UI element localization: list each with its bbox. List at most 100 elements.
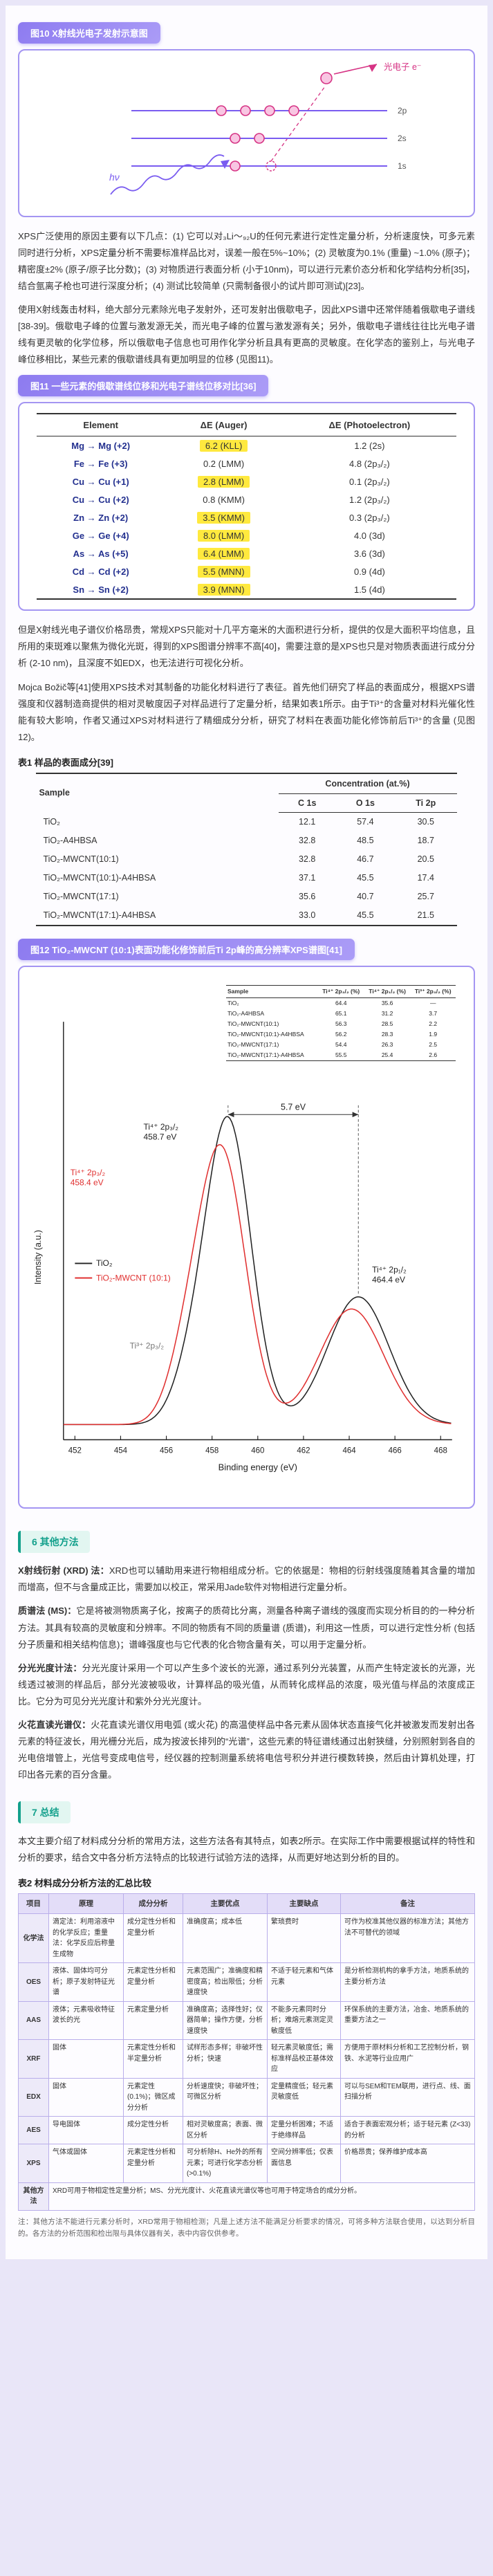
auger-shift-value: 0.2 (LMM) [203, 458, 245, 469]
method-note: 价格昂贵；保养维护成本高 [340, 2144, 475, 2183]
method-pros: 准确度高；成本低 [183, 1913, 268, 1964]
photon-label: hν [109, 172, 120, 183]
svg-text:458.7 eV: 458.7 eV [144, 1132, 177, 1141]
svg-text:Ti⁴⁺ 2p₁/₂: Ti⁴⁺ 2p₁/₂ [372, 1264, 407, 1274]
table-row: TiO₂-MWCNT(17:1)-A4HBSA 33.0 45.5 21.5 [36, 905, 457, 926]
table1-caption: 表1 样品的表面成分[39] [18, 757, 113, 768]
other-methods-row: 其他方法 XRD可用于物相定性定量分析；MS、分光光度计、火花直读光谱仪等也可用… [18, 2182, 475, 2211]
c1s-value: 33.0 [278, 905, 336, 926]
method-pros: 分析速度快；非破坏性；可微区分析 [183, 2077, 268, 2117]
svg-text:458.4 eV: 458.4 eV [71, 1177, 104, 1187]
method-note: 可以与SEM和TEM联用，进行点、线、面扫描分析 [340, 2077, 475, 2117]
methods-comparison-table: 项目 原理 成分分析 主要优点 主要缺点 备注 化学法 滴定法：利用溶液中的化学… [18, 1893, 475, 2211]
auger-shift-value: 5.5 (MNN) [197, 565, 250, 578]
table-row: TiO₂ 12.1 57.4 30.5 [36, 812, 456, 831]
method-name: 质谱法 (MS)： [18, 1606, 77, 1617]
auger-table-row: Cu → Cu (+1) 2.8 (LMM) 0.1 (2p₃/₂) [37, 472, 457, 490]
col-cons: 主要缺点 [267, 1893, 341, 1915]
photoemission-diagram: 光电子 e⁻ 2p 2s 1s hν [109, 62, 422, 195]
method-cons: 空间分辨率低；仅表面信息 [267, 2144, 341, 2183]
auger-shift-value: 0.8 (KMM) [203, 494, 245, 505]
svg-text:464.4 eV: 464.4 eV [372, 1275, 405, 1285]
method-analysis: 元素定性分析和定量分析 [123, 1962, 183, 2002]
method-principle: 固体 [48, 2077, 124, 2117]
section6-paragraphs: X射线衍射 (XRD) 法：XRD也可以辅助用来进行物相组成分析。它的依据是：物… [18, 1563, 475, 1783]
inset-row: TiO₂-MWCNT(10:1) 56.3 28.5 2.2 [227, 1020, 438, 1028]
method-name: 分光光度计法： [18, 1662, 82, 1673]
method-analysis: 元素定性分析和半定量分析 [123, 2039, 183, 2079]
method-principle: 液体、固体均可分析；原子发射特征光谱 [48, 1962, 124, 2002]
figure12-box: Intensity (a.u.) 452 454 456 458 460 462 464 466… [18, 965, 475, 1509]
method-analysis: 元素定量分析 [123, 2000, 183, 2041]
ti2p-value: 30.5 [417, 817, 434, 827]
col-o1s: O 1s [335, 793, 395, 813]
photoelectron-shift-value: 0.3 (2p₃/₂) [349, 512, 390, 523]
auger-shift-value: 6.2 (KLL) [199, 439, 248, 452]
method-principle: 滴定法：利用溶液中的化学反应；重量法：化学反应后称量生成物 [48, 1913, 124, 1964]
auger-shift-value: 3.5 (KMM) [197, 511, 250, 524]
col-element: Element [36, 413, 165, 437]
svg-text:TiO₂-MWCNT (10:1): TiO₂-MWCNT (10:1) [96, 1273, 171, 1282]
o1s-value: 40.7 [357, 892, 374, 902]
inset-row: TiO₂ 64.4 35.6 — [227, 1000, 436, 1007]
method-analysis: 元素定性分析和定量分析 [123, 2144, 183, 2183]
figure11-caption-bar: 图11 一些元素的俄歇谱线位移和光电子谱线位移对比[36] [18, 375, 475, 397]
method-row: 化学法 滴定法：利用溶液中的化学反应；重量法：化学反应后称量生成物 成分定性分析… [18, 1913, 475, 1964]
section6-header: 6 其他方法 [18, 1531, 90, 1554]
table-row: TiO₂-MWCNT(10:1) 32.8 46.7 20.5 [36, 850, 456, 869]
col-auger: ΔE (Auger) [165, 413, 283, 437]
level-2s-label: 2s [398, 134, 407, 143]
auger-table-row: Cd → Cd (+2) 5.5 (MNN) 0.9 (4d) [37, 562, 457, 580]
method-note: 适合于表面宏观分析；适于轻元素 (Z<33) 的分析 [340, 2116, 475, 2145]
ti2p-value: 17.4 [417, 873, 434, 883]
core-hole-icon [266, 160, 277, 172]
photoelectron-shift-value: 4.0 (3d) [353, 530, 385, 541]
inset-row: TiO₂-MWCNT(17:1) 54.4 26.3 2.5 [227, 1041, 438, 1049]
method-pros: 准确度高；选择性好；仪器简单；操作方便，分析速度快 [183, 2000, 268, 2041]
method-paragraph: 质谱法 (MS)：它是将被测物质离子化，按离子的质荷比分离，测量各种离子谱线的强… [18, 1603, 475, 1653]
method-note: 是分析检测机构的拿手方法，地质系统的主要分析方法 [340, 1962, 475, 2002]
method-text: XRD也可以辅助用来进行物相组成分析。它的依据是：物相的衍射线强度随着其含量的增… [18, 1565, 475, 1593]
figure12-caption: 图12 TiO₂-MWCNT (10:1)表面功能化修饰前后Ti 2p峰的高分辨… [18, 938, 355, 960]
photoelectron-icon [320, 72, 333, 84]
level-2p-label: 2p [398, 106, 407, 116]
col-item: 项目 [18, 1893, 49, 1915]
col-note: 备注 [340, 1893, 475, 1915]
method-row: OES 液体、固体均可分析；原子发射特征光谱 元素定性分析和定量分析 元素范围广… [18, 1962, 475, 2002]
photoelectron-shift-value: 1.5 (4d) [282, 580, 457, 600]
svg-text:466: 466 [389, 1446, 402, 1455]
photoelectron-shift-value: 1.2 (2s) [354, 440, 385, 451]
method-row: AES 导电固体 成分定性分析 相对灵敏度高；表面、微区分析 定量分析困难；不适… [18, 2116, 475, 2145]
auger-shift-table: Element ΔE (Auger) ΔE (Photoelectron) Mg… [36, 413, 457, 600]
method-cons: 繁琐费时 [267, 1913, 341, 1964]
auger-table-row: Fe → Fe (+3) 0.2 (LMM) 4.8 (2p₃/₂) [37, 454, 457, 472]
inset-row: TiO₂-MWCNT(17:1)-A4HBSA 55.5 25.4 2.6 [226, 1049, 456, 1061]
method-analysis: 成分定性分析和定量分析 [123, 1913, 183, 1964]
auger-table-row: Mg → Mg (+2) 6.2 (KLL) 1.2 (2s) [37, 436, 457, 455]
col-sample: Sample [36, 772, 279, 813]
svg-text:Ti⁴⁺ 2p₃/₂: Ti⁴⁺ 2p₃/₂ [71, 1168, 106, 1177]
article-page: 图10 X射线光电子发射示意图 光电子 e⁻ 2p 2s 1s [6, 6, 487, 2260]
method-cons: 定量精度低；轻元素灵敏度低 [267, 2077, 341, 2117]
method-text: 它是将被测物质离子化，按离子的质荷比分离，测量各种离子谱线的强度而实现分析目的的… [18, 1606, 475, 1650]
svg-text:452: 452 [68, 1446, 82, 1455]
figure10-box: 光电子 e⁻ 2p 2s 1s hν [18, 49, 475, 217]
inset-col-ti3-2p32: Ti³⁺ 2p₃/₂ (%) [410, 984, 456, 998]
inset-row: TiO₂-MWCNT(10:1)-A4HBSA 56.2 28.3 1.9 [227, 1031, 438, 1038]
auger-table-row: Sn → Sn (+2) 3.9 (MNN) 1.5 (4d) [36, 580, 457, 600]
c1s-value: 32.8 [299, 854, 316, 865]
o1s-value: 48.5 [357, 836, 374, 846]
col-principle: 原理 [48, 1893, 124, 1915]
method-paragraph: 分光光度计法：分光光度计采用一个可以产生多个波长的光源，通过系列分光装置，从而产… [18, 1660, 475, 1710]
method-text: 分光光度计采用一个可以产生多个波长的光源，通过系列分光装置，从而产生特定波长的光… [18, 1662, 475, 1706]
col-photoelectron: ΔE (Photoelectron) [282, 413, 457, 437]
o1s-value: 46.7 [357, 854, 374, 865]
svg-text:454: 454 [114, 1446, 128, 1455]
table2-caption: 表2 材料成分分析方法的汇总比较 [18, 1878, 151, 1889]
method-principle: 气体或固体 [48, 2144, 124, 2183]
col-ti2p: Ti 2p [394, 793, 457, 813]
figure11-box: Element ΔE (Auger) ΔE (Photoelectron) Mg… [18, 402, 475, 611]
sample-name: TiO₂-MWCNT(17:1)-A4HBSA [36, 905, 279, 926]
table-row: TiO₂-A4HBSA 32.8 48.5 18.7 [36, 831, 456, 850]
auger-shift-value: 2.8 (LMM) [197, 475, 250, 488]
